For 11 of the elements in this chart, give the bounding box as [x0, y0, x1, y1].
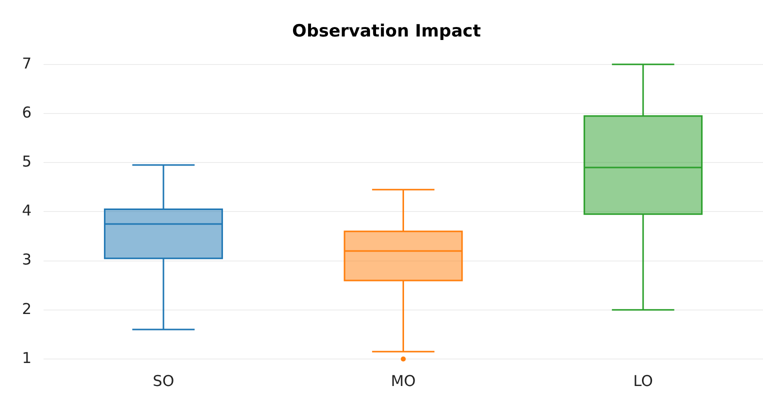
- y-tick-label: 5: [22, 152, 32, 170]
- x-tick-label: MO: [390, 372, 416, 390]
- chart-title: Observation Impact: [292, 22, 481, 42]
- y-tick-label: 3: [22, 250, 32, 269]
- y-tick-label: 2: [22, 300, 32, 318]
- y-tick-label: 4: [22, 202, 32, 220]
- x-tick-label: LO: [633, 372, 653, 390]
- y-tick-label: 1: [22, 348, 32, 367]
- y-tick-label: 6: [22, 103, 32, 122]
- y-tick-label: 7: [22, 54, 32, 72]
- x-tick-label: SO: [152, 372, 174, 390]
